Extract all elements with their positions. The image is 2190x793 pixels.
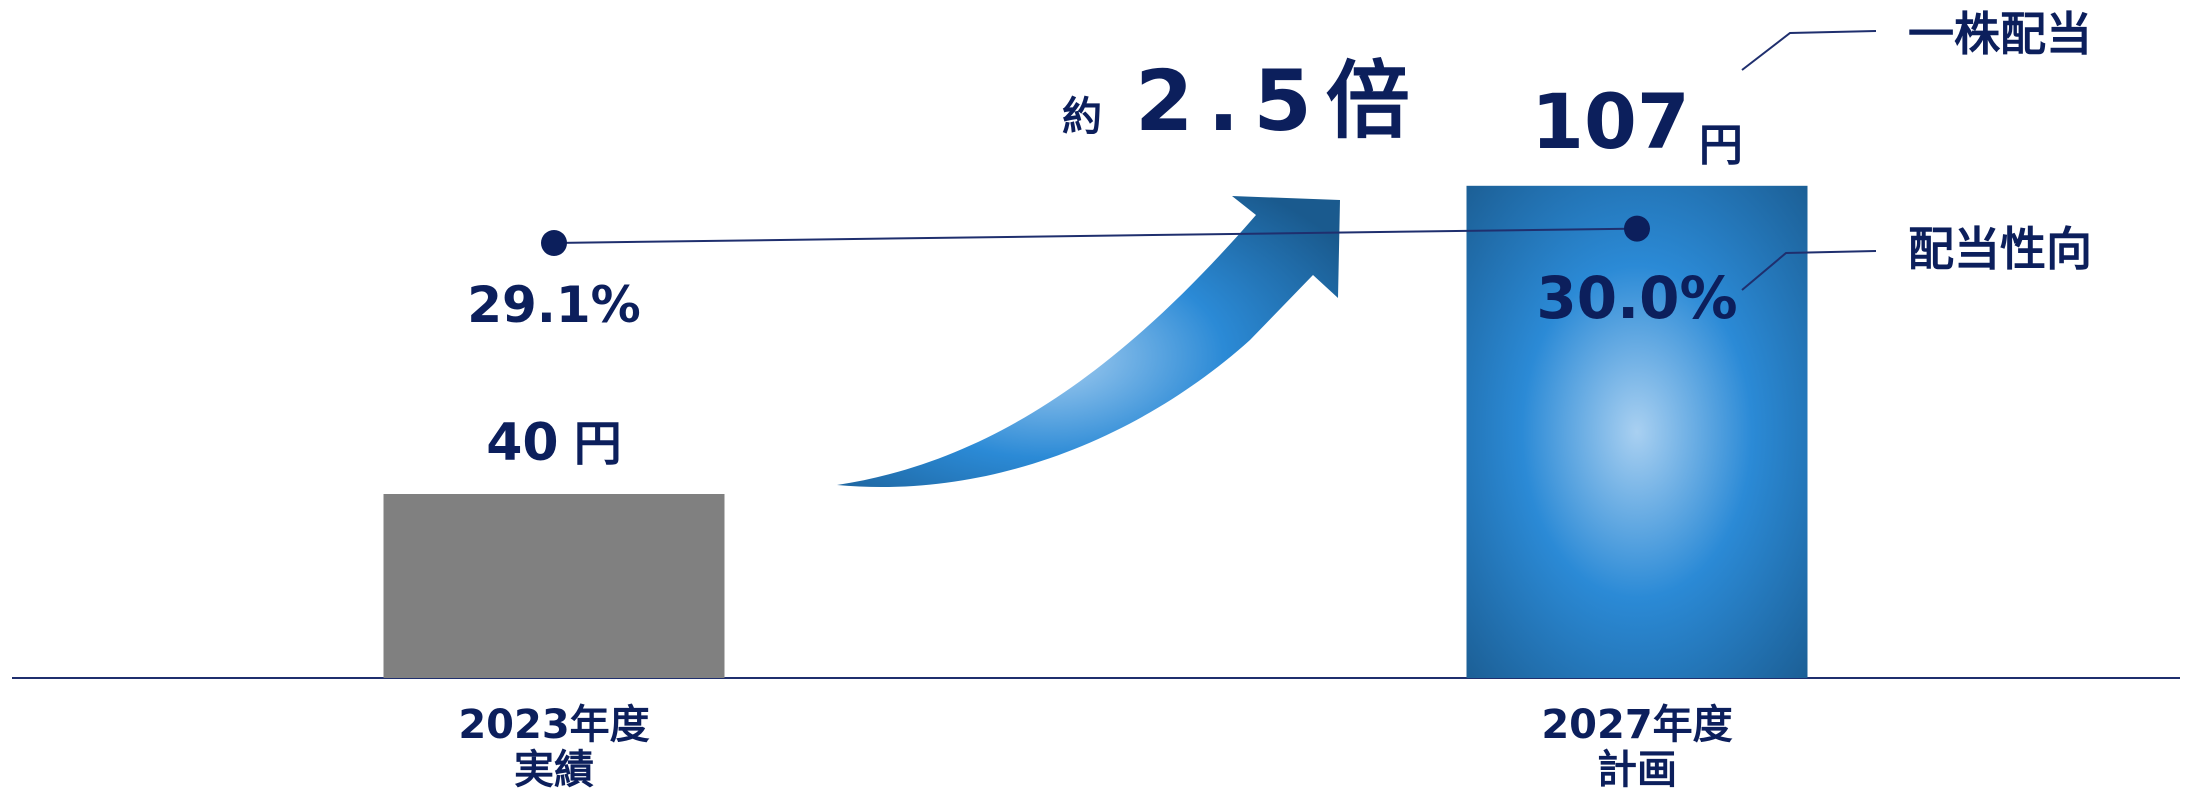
payout-marker-2023 xyxy=(541,230,567,256)
dividend-label-2027: 107 円 xyxy=(1531,77,1743,171)
dividend-value-2023: 40 xyxy=(486,413,558,473)
growth-arrow xyxy=(837,196,1340,488)
dividend-value-2027: 107 xyxy=(1531,77,1690,166)
category-label-2023-line2: 実績 xyxy=(514,747,594,793)
dividend-label-2023: 40 円 xyxy=(486,413,621,473)
leader-line-payout xyxy=(1741,250,1877,291)
category-label-2027-line1: 2027年度 xyxy=(1541,702,1732,748)
dividend-unit-2027: 円 xyxy=(1699,120,1743,171)
leader-line-dividend xyxy=(1741,30,1877,71)
growth-value: 2.5倍 xyxy=(1135,52,1424,150)
growth-prefix: 約 xyxy=(1062,94,1102,140)
legend-dividend: 一株配当 xyxy=(1908,7,2092,61)
payout-label-2023: 29.1% xyxy=(467,276,640,334)
growth-annotation: 約 2.5倍 xyxy=(1062,52,1424,150)
category-label-2023-line1: 2023年度 xyxy=(458,702,649,748)
dividend-unit-2023: 円 xyxy=(574,416,622,472)
payout-label-2027: 30.0% xyxy=(1536,264,1737,332)
bar-2023-dividend xyxy=(383,494,725,678)
payout-marker-2027 xyxy=(1624,215,1650,242)
legend-payout-ratio: 配当性向 xyxy=(1908,222,2092,276)
category-label-2027-line2: 計画 xyxy=(1597,747,1677,793)
payout-ratio-line xyxy=(553,227,1638,244)
bar-2027-dividend xyxy=(1466,185,1808,679)
